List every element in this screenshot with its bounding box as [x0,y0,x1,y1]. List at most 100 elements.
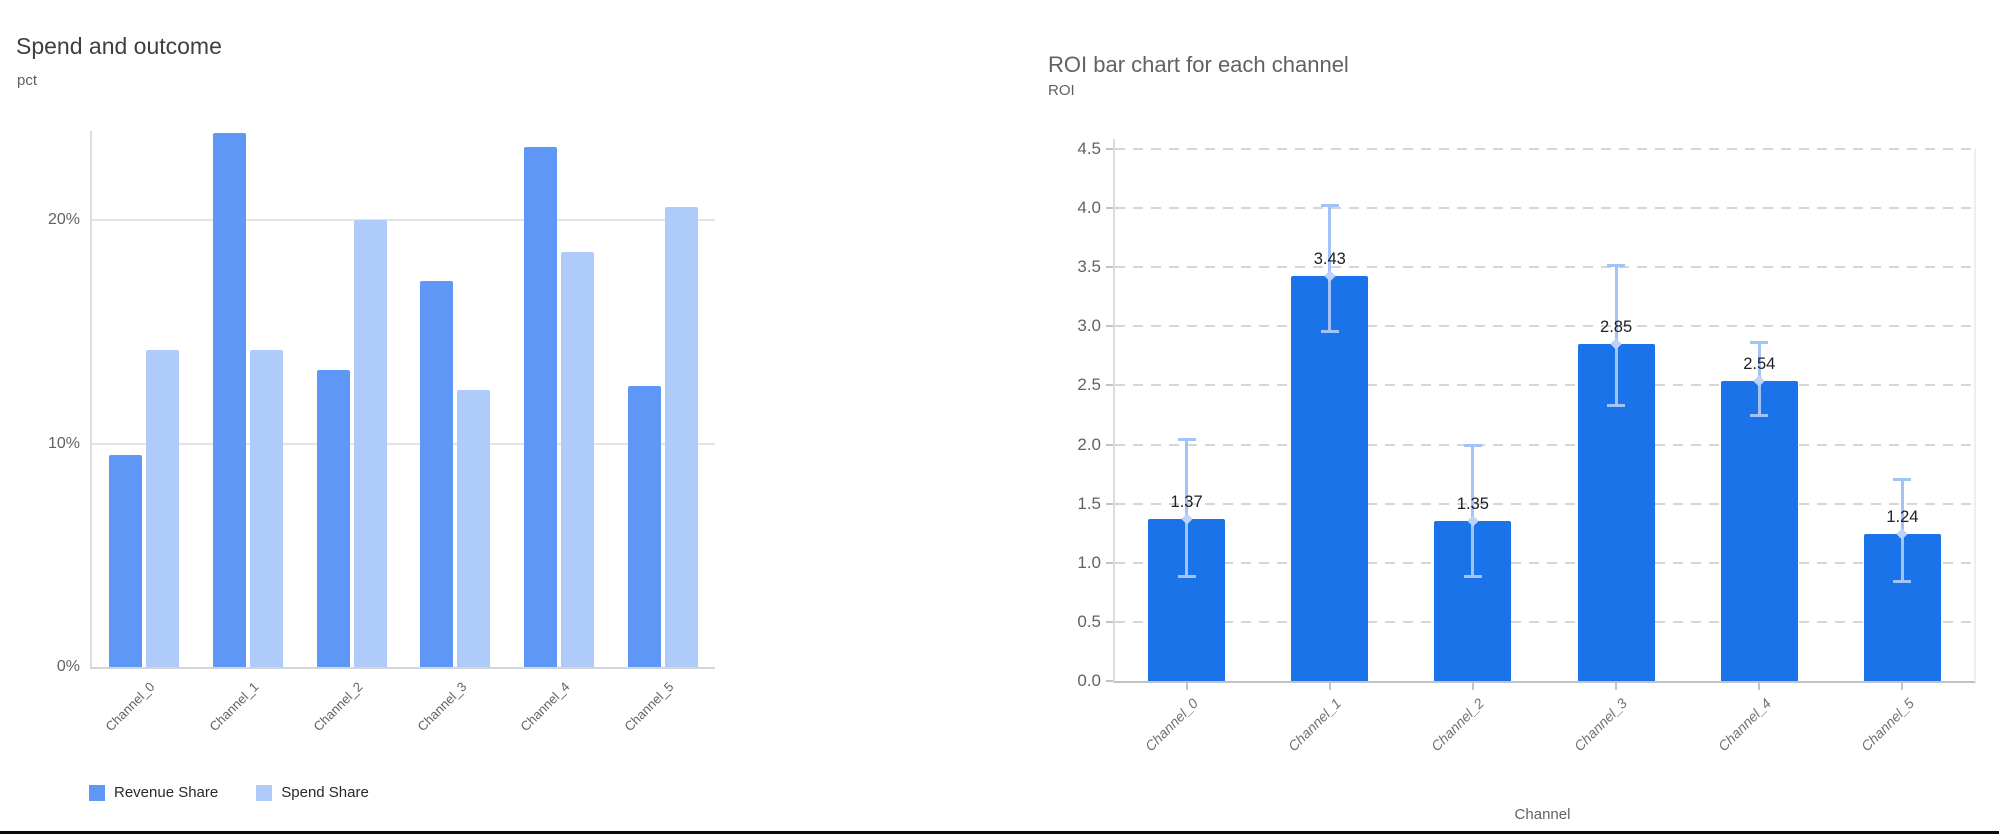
y-tick-label: 3.0 [1077,316,1101,336]
bar-value-label: 2.85 [1600,318,1633,337]
y-tick-label: 0% [56,658,80,675]
gridline [1115,502,1974,505]
right-plot-area: 0.0 0.5 1.0 1.5 2.0 2.5 3.0 3.5 4.0 4.5 1.37 Channe… [1077,140,1976,754]
x-category-label: Channel_4 [1714,695,1774,755]
x-category-label: Channel_2 [1428,695,1488,755]
y-tick-mark [1106,620,1113,623]
bar-channel_0-revenue[interactable] [108,454,142,667]
x-category-label: Channel_1 [1284,695,1345,755]
bar-channel_5-spend[interactable] [665,206,699,667]
bar-value-label: 1.24 [1886,508,1919,527]
y-tick-label: 4.0 [1077,198,1101,218]
legend: Revenue Share Spend Share [89,784,369,801]
right-x-axis-title: Channel [1514,806,1571,823]
y-tick-mark [1106,443,1113,446]
gridline [1115,207,1974,210]
left-plot-area: 0% 10% 20% Channel_0 Channel_1 Channel_2 Chann… [48,131,715,734]
right-y-axis-title: ROI [1048,82,1075,99]
error-bar-cap-top [1893,477,1912,481]
x-category-label: Channel_3 [1571,695,1631,755]
right-chart-title: ROI bar chart for each channel [1048,52,1349,78]
x-tick-mark [1901,683,1904,690]
bar-channel_2-revenue[interactable] [316,369,350,667]
legend-label: Revenue Share [114,784,219,801]
bar-channel_1-roi[interactable] [1291,275,1369,681]
x-category-label: Channel_0 [102,679,158,735]
y-tick-mark [1106,502,1113,505]
legend-swatch-spend-share [256,784,273,801]
y-tick-label: 2.5 [1077,375,1101,395]
bar-channel_2-spend[interactable] [353,220,387,667]
legend-item-revenue-share[interactable]: Revenue Share [89,784,218,801]
y-tick-label: 4.5 [1077,139,1101,158]
bar-channel_5-revenue[interactable] [628,385,662,667]
x-tick-mark [1328,683,1331,690]
gridline [1115,266,1974,269]
bar-channel_3-spend[interactable] [457,390,491,667]
legend-swatch-revenue-share [89,784,105,801]
bar-channel_0-spend[interactable] [145,349,179,667]
bar-value-label: 3.43 [1313,249,1346,268]
bar-channel_3-revenue[interactable] [420,280,454,667]
y-tick-mark [1106,325,1113,328]
gridline [92,219,715,222]
right-y-axis-line [1113,139,1115,149]
error-bar-cap-top [1750,340,1769,344]
bar-channel_4-spend[interactable] [561,251,595,667]
gridline [1115,620,1974,623]
error-bar-line [1328,204,1332,333]
window-bottom-edge [0,831,1999,834]
x-category-label: Channel_5 [621,679,677,735]
bar-channel_1-spend[interactable] [249,349,283,667]
y-tick-label: 0.0 [1077,671,1101,690]
error-bar-line [1185,438,1189,577]
bar-channel_4-revenue[interactable] [524,146,558,667]
bar-channel_1-revenue[interactable] [212,133,246,667]
bar-value-label: 1.35 [1456,495,1489,514]
legend-item-spend-share[interactable]: Spend Share [256,784,369,801]
y-tick-mark [1106,148,1113,150]
y-tick-label: 2.0 [1077,434,1101,454]
x-category-label: Channel_1 [206,679,262,735]
x-category-label: Channel_3 [413,679,470,735]
error-bar-cap-top [1177,437,1196,441]
x-category-label: Channel_2 [310,679,366,735]
error-bar-cap-bottom [1463,574,1482,578]
y-tick-label: 3.5 [1077,257,1101,277]
left-y-axis-title: pct [17,72,38,89]
bar-channel_4-roi[interactable] [1720,380,1798,681]
error-bar-cap-bottom [1893,579,1912,583]
y-tick-label: 20% [47,211,80,229]
bar-value-label: 1.37 [1170,493,1203,512]
y-tick-label: 1.0 [1077,552,1101,572]
error-bar-cap-bottom [1607,403,1626,407]
left-chart-title: Spend and outcome [16,33,222,60]
x-category-label: Channel_4 [517,679,573,735]
x-tick-mark [1471,683,1474,690]
gridline [1115,148,1974,150]
gridline [1115,561,1974,564]
error-bar-cap-top [1463,443,1482,447]
error-bar-cap-bottom [1750,414,1769,418]
y-tick-mark [1106,680,1113,682]
error-bar-cap-bottom [1320,330,1339,334]
error-bar-line [1471,444,1475,577]
y-tick-mark [1106,384,1113,387]
legend-label: Spend Share [281,784,369,801]
error-bar-cap-top [1607,263,1626,267]
gridline [1115,443,1974,446]
error-bar-cap-top [1320,203,1339,207]
y-tick-label: 0.5 [1077,611,1101,631]
y-tick-mark [1106,266,1113,269]
error-bar-cap-bottom [1177,574,1196,578]
y-tick-label: 1.5 [1077,493,1101,513]
x-tick-mark [1758,683,1761,690]
bar-value-label: 2.54 [1743,354,1776,373]
y-tick-mark [1106,561,1113,564]
x-tick-mark [1185,683,1188,690]
x-category-label: Channel_5 [1857,695,1917,755]
x-category-label: Channel_0 [1141,695,1201,755]
gridline [1115,384,1974,387]
error-bar-line [1614,264,1618,406]
